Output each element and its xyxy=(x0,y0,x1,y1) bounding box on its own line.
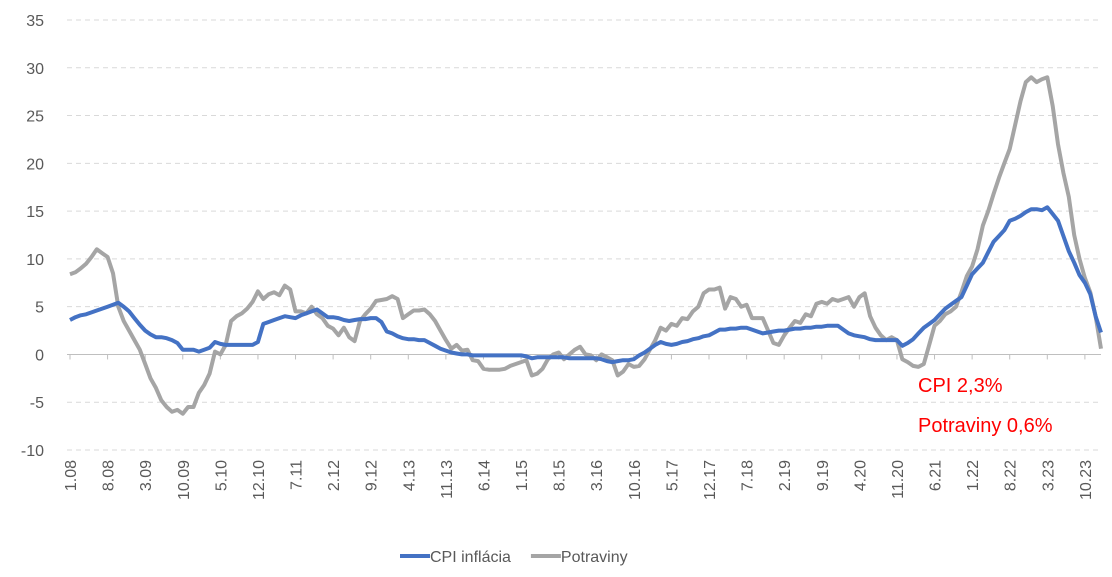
x-tick-label: 3.16 xyxy=(589,460,606,491)
x-tick-label: 8.08 xyxy=(101,460,118,491)
y-tick-label: 30 xyxy=(26,61,44,78)
x-tick-label: 6.14 xyxy=(476,460,493,491)
x-tick-label: 1.15 xyxy=(514,460,531,491)
x-tick-label: 1.08 xyxy=(63,460,80,491)
x-tick-label: 10.09 xyxy=(176,460,193,500)
x-tick-label: 7.18 xyxy=(740,460,757,491)
x-tick-label: 11.13 xyxy=(439,460,456,499)
y-tick-label: -5 xyxy=(30,395,44,412)
legend-label: Potraviny xyxy=(561,549,628,566)
y-tick-label: 20 xyxy=(26,156,44,173)
y-tick-label: 35 xyxy=(26,13,44,30)
annotation: CPI 2,3% xyxy=(918,375,1003,397)
x-tick-label: 12.17 xyxy=(702,460,719,500)
series-line xyxy=(69,205,1103,365)
x-tick-label: 5.17 xyxy=(664,460,681,491)
x-tick-label: 5.10 xyxy=(213,460,230,491)
x-tick-label: 6.21 xyxy=(928,460,945,491)
x-tick-label: 12.10 xyxy=(251,460,268,500)
x-tick-label: 7.11 xyxy=(289,460,306,490)
x-tick-label: 4.13 xyxy=(401,460,418,491)
x-tick-label: 9.19 xyxy=(815,460,832,491)
series-line xyxy=(69,75,1103,416)
annotation: Potraviny 0,6% xyxy=(918,415,1053,437)
x-tick-label: 3.09 xyxy=(138,460,155,491)
x-tick-label: 1.22 xyxy=(965,460,982,491)
x-tick-label: 10.23 xyxy=(1078,460,1095,500)
x-tick-label: 11.20 xyxy=(890,460,907,499)
x-tick-label: 2.19 xyxy=(777,460,794,491)
y-tick-label: -10 xyxy=(21,443,44,460)
x-tick-label: 9.12 xyxy=(364,460,381,491)
y-tick-label: 5 xyxy=(35,300,44,317)
x-tick-label: 8.15 xyxy=(552,460,569,491)
y-tick-label: 25 xyxy=(26,109,44,126)
x-tick-label: 8.22 xyxy=(1003,460,1020,491)
x-tick-label: 2.12 xyxy=(326,460,343,491)
legend-label: CPI inflácia xyxy=(430,549,511,566)
x-tick-label: 4.20 xyxy=(852,460,869,491)
y-tick-label: 15 xyxy=(26,204,44,221)
y-tick-label: 0 xyxy=(35,347,44,364)
x-tick-label: 3.23 xyxy=(1040,460,1057,491)
y-tick-label: 10 xyxy=(26,252,44,269)
x-tick-label: 10.16 xyxy=(627,460,644,500)
